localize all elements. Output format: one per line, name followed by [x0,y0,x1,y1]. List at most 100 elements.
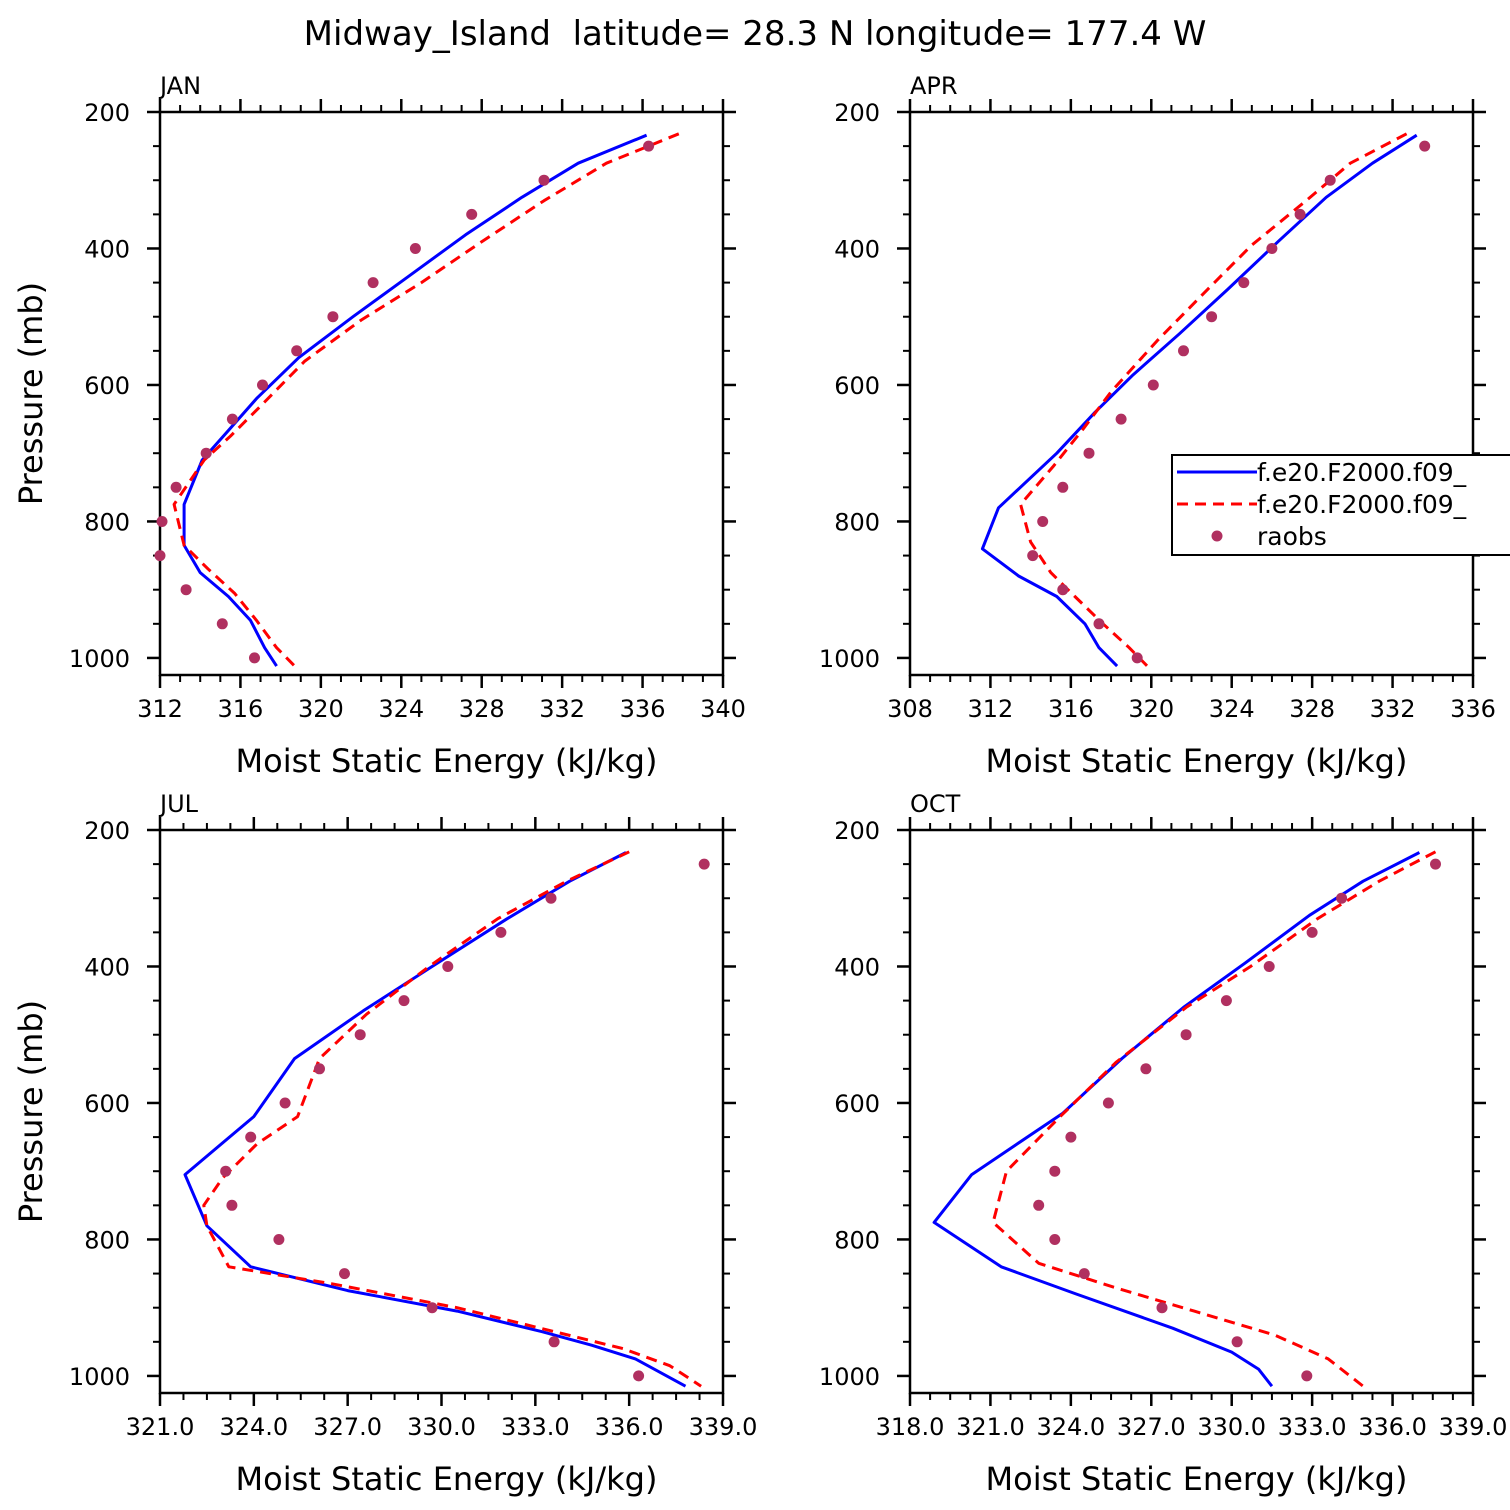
raobs-point [170,481,182,493]
x-tick-label: 321.0 [956,1413,1025,1441]
raobs-point [1057,584,1069,596]
raobs-point [1102,1097,1114,1109]
raobs-point [154,550,166,562]
raobs-point [354,1029,366,1041]
raobs-point [1206,311,1218,323]
y-tick-label: 800 [834,508,880,536]
raobs-point [1220,995,1232,1007]
x-tick-label: 339.0 [689,1413,758,1441]
raobs-point [273,1234,285,1245]
raobs-point [426,1302,438,1314]
series-line-solid [183,851,687,1388]
raobs-point [1180,1029,1192,1041]
y-tick-label: 400 [84,235,130,263]
x-tick-label: 312 [968,695,1014,723]
raobs-point [1140,1063,1152,1075]
raobs-point [442,961,454,972]
y-tick-label: 800 [834,1226,880,1254]
panel-label: APR [910,72,958,100]
raobs-point [1083,447,1095,459]
legend: f.e20.F2000.f09_ f.e20.F2000.f09_raobs [1171,454,1510,556]
plot-frame [908,110,1475,677]
x-tick-label: 316 [1048,695,1094,723]
raobs-point [291,345,303,357]
panel-label: OCT [910,790,961,818]
raobs-point [1147,379,1159,391]
plot-frame [908,828,1475,1395]
raobs-point [1049,1234,1061,1245]
series-line-solid [182,133,648,667]
raobs-point [249,652,260,664]
y-tick-label: 1000 [819,645,880,673]
raobs-point [633,1370,645,1382]
raobs-point [1156,1302,1168,1314]
raobs-point [538,174,550,186]
x-tick-label: 318.0 [876,1413,945,1441]
x-tick-label: 330.0 [1197,1413,1266,1441]
raobs-point [1263,961,1275,972]
raobs-point [545,892,557,904]
raobs-point [1419,140,1431,152]
x-tick-label: 328 [459,695,505,723]
raobs-point [1065,1131,1077,1143]
raobs-point [156,516,168,527]
raobs-point [698,858,710,870]
x-tick-label: 339.0 [1439,1413,1508,1441]
raobs-point [1430,858,1441,870]
raobs-point [1231,1336,1243,1348]
series-line-solid [932,851,1421,1388]
y-tick-label: 800 [84,1226,130,1254]
raobs-point [1049,1165,1061,1177]
legend-label: f.e20.F2000.f09_ [1257,490,1467,519]
series-line-dashed [202,850,702,1388]
x-tick-label: 327.0 [313,1413,382,1441]
x-tick-label: 332 [539,695,585,723]
y-tick-label: 200 [834,817,880,845]
raobs-point [1294,208,1306,220]
y-axis-title: Pressure (mb) [12,282,50,505]
raobs-point [226,1199,238,1211]
panel-apr: APR 308 312 316 320 324 328 332 336 200 400 600 800 1… [819,72,1510,780]
raobs-point [1131,652,1143,664]
x-tick-label: 324.0 [219,1413,288,1441]
x-tick-label: 324 [378,695,424,723]
y-tick-label: 600 [834,1090,880,1118]
raobs-point [180,584,192,596]
y-tick-label: 1000 [69,645,130,673]
raobs-point [1115,413,1127,425]
raobs-point [466,208,478,220]
legend-label: f.e20.F2000.f09_ [1257,458,1467,487]
raobs-point [257,379,268,391]
x-tick-label: 327.0 [1117,1413,1186,1441]
panel-label: JAN [158,72,201,100]
y-tick-label: 600 [84,372,130,400]
y-tick-label: 200 [84,817,130,845]
panel-jan: JAN 312 316 320 324 328 332 336 340 200 400 600 800 1… [12,72,746,780]
x-tick-label: 336.0 [1358,1413,1427,1441]
series-line-dashed [991,850,1437,1388]
raobs-point [1037,516,1049,527]
y-tick-label: 1000 [69,1363,130,1391]
x-tick-label: 308 [887,695,933,723]
x-axis-title: Moist Static Energy (kJ/kg) [236,742,658,780]
x-tick-label: 336 [620,695,666,723]
raobs-point [1336,892,1348,904]
y-axis-title: Pressure (mb) [12,1000,50,1223]
raobs-point [398,995,410,1007]
x-tick-label: 321.0 [126,1413,195,1441]
x-tick-label: 328 [1289,695,1335,723]
series-line-dashed [1019,132,1408,670]
y-tick-label: 600 [834,372,880,400]
raobs-point [339,1268,350,1280]
x-tick-label: 324 [1209,695,1255,723]
panel-jul: JUL 321.0 324.0 327.0 330.0 333.0 336.0 339.0 20… [12,790,757,1498]
y-tick-label: 800 [84,508,130,536]
raobs-point [1033,1199,1045,1211]
series-line-dashed [172,132,680,668]
panel-label: JUL [158,790,199,818]
raobs-point [643,140,655,152]
x-axis-title: Moist Static Energy (kJ/kg) [986,1460,1408,1498]
raobs-point [220,1165,232,1177]
y-tick-label: 400 [834,235,880,263]
